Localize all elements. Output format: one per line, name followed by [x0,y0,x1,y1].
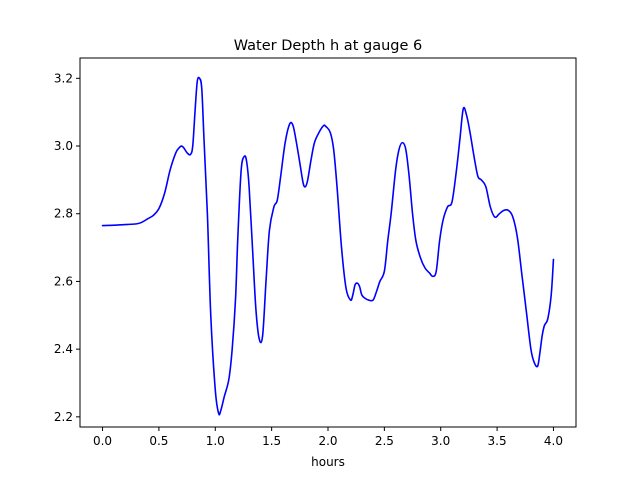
x-tick-label: 2.0 [318,434,337,448]
y-tick-label: 2.6 [54,274,73,288]
y-tick-label: 3.2 [54,71,73,85]
plot-frame [79,57,577,428]
x-tick-label: 3.0 [431,434,450,448]
x-tick-label: 4.0 [544,434,563,448]
y-tick-label: 2.4 [54,342,73,356]
y-axis-ticks: 2.2 2.4 2.6 2.8 3.0 3.2 [54,71,80,424]
x-axis-label: hours [311,455,345,469]
x-tick-label: 1.5 [262,434,281,448]
x-axis-ticks: 0.0 0.5 1.0 1.5 2.0 2.5 3.0 3.5 4.0 [93,427,563,448]
series-layer [101,76,555,416]
x-tick-label: 0.5 [149,434,168,448]
x-tick-label: 1.0 [206,434,225,448]
series-line [101,76,555,416]
y-tick-label: 3.0 [54,139,73,153]
chart-title: Water Depth h at gauge 6 [234,38,422,54]
x-tick-label: 3.5 [488,434,507,448]
y-tick-label: 2.8 [54,207,73,221]
x-tick-label: 2.5 [375,434,394,448]
y-tick-label: 2.2 [54,410,73,424]
plot-area [80,58,576,427]
x-tick-label: 0.0 [93,434,112,448]
